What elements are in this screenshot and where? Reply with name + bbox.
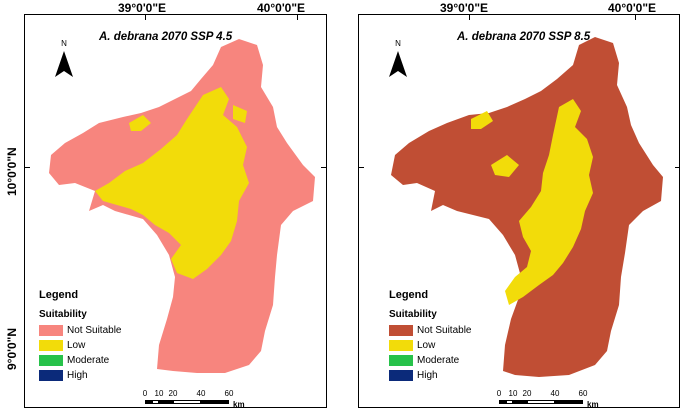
- legend: Legend Suitability Not Suitable Low Mode…: [39, 289, 121, 383]
- map-title: A. debrana 2070 SSP 4.5: [99, 31, 233, 43]
- scale-tick: 10: [508, 389, 518, 398]
- region-low: [95, 87, 249, 279]
- legend-title: Legend: [389, 289, 429, 301]
- region-not-suitable: [391, 37, 663, 377]
- legend-swatch: [389, 355, 413, 366]
- region-low-patch: [491, 155, 519, 177]
- scale-tick: 0: [496, 389, 502, 398]
- region-low-patch: [233, 105, 247, 123]
- scale-tick: 10: [154, 389, 164, 398]
- legend-swatch: [39, 325, 63, 336]
- legend-label: High: [67, 370, 88, 381]
- lat-label-9: 9°0'0"N: [5, 327, 19, 370]
- scale-bar: 0 10 20 40 60 km: [142, 389, 255, 408]
- legend: Legend Suitability Not Suitable Low Mode…: [389, 289, 471, 383]
- legend-label: Not Suitable: [417, 325, 472, 336]
- lon-label-40: 40°0'0"E: [608, 1, 657, 15]
- legend-label: Moderate: [417, 355, 460, 366]
- suitability-map: [49, 39, 315, 373]
- legend-swatch: [39, 340, 63, 351]
- legend-title: Legend: [39, 289, 79, 301]
- lon-label-39: 39°0'0"E: [440, 1, 489, 15]
- map-frame: A. debrana 2070 SSP 8.5 N Legend Suitabi…: [358, 14, 680, 408]
- legend-label: Low: [67, 340, 86, 351]
- legend-subtitle: Suitability: [389, 309, 437, 320]
- region-low: [505, 99, 593, 305]
- legend-item-low: Low: [389, 338, 471, 353]
- legend-item-not-suitable: Not Suitable: [39, 323, 121, 338]
- legend-swatch: [389, 340, 413, 351]
- map-frame: A. debrana 2070 SSP 4.5 N Legend Suitabi…: [24, 14, 327, 408]
- lat-label-10: 10°0'0"N: [5, 147, 19, 196]
- legend-item-not-suitable: Not Suitable: [389, 323, 471, 338]
- scale-tick: 40: [196, 389, 206, 398]
- scale-unit: km: [233, 400, 245, 408]
- region-low-patch: [129, 115, 151, 131]
- north-arrow-icon: N: [383, 39, 413, 81]
- north-arrow-icon: N: [49, 39, 79, 81]
- legend-item-low: Low: [39, 338, 121, 353]
- legend-item-moderate: Moderate: [39, 353, 121, 368]
- scale-tick: 20: [168, 389, 178, 398]
- legend-label: Not Suitable: [67, 325, 122, 336]
- map-title: A. debrana 2070 SSP 8.5: [457, 31, 591, 43]
- north-label: N: [395, 39, 401, 48]
- legend-swatch: [39, 355, 63, 366]
- legend-swatch: [389, 370, 413, 381]
- suitability-map: [391, 37, 663, 377]
- legend-item-high: High: [39, 368, 121, 383]
- scale-tick: 0: [142, 389, 148, 398]
- scale-tick: 60: [578, 389, 588, 398]
- lon-label-40: 40°0'0"E: [257, 1, 306, 15]
- legend-subtitle: Suitability: [39, 309, 87, 320]
- map-panel-ssp45: 39°0'0"E 40°0'0"E 10°0'0"N 9°0'0"N A. de…: [2, 0, 335, 418]
- north-label: N: [61, 39, 67, 48]
- scale-tick: 60: [224, 389, 234, 398]
- scale-unit: km: [587, 400, 599, 408]
- scale-tick: 40: [550, 389, 560, 398]
- legend-swatch: [389, 325, 413, 336]
- lon-label-39: 39°0'0"E: [118, 1, 167, 15]
- legend-swatch: [39, 370, 63, 381]
- legend-item-high: High: [389, 368, 471, 383]
- scale-bar: 0 10 20 40 60 km: [496, 389, 609, 408]
- legend-label: Moderate: [67, 355, 110, 366]
- map-panel-ssp85: 39°0'0"E 40°0'0"E 10°0'0"N 9°0'0"N A. de…: [346, 0, 680, 418]
- legend-label: Low: [417, 340, 436, 351]
- legend-label: High: [417, 370, 438, 381]
- scale-tick: 20: [522, 389, 532, 398]
- region-low-patch: [471, 111, 493, 129]
- legend-item-moderate: Moderate: [389, 353, 471, 368]
